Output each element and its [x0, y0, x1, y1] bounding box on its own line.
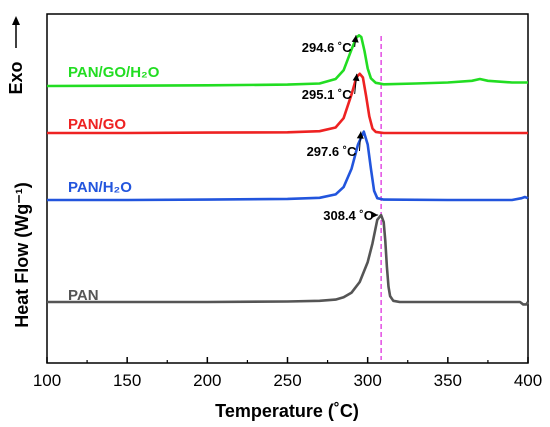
x-tick-label: 200 [193, 371, 221, 390]
series-label: PAN/GO/H₂O [68, 64, 160, 81]
x-tick-label: 300 [353, 371, 381, 390]
x-tick-label: 100 [33, 371, 61, 390]
series-line [47, 213, 530, 306]
x-tick-label: 400 [514, 371, 542, 390]
series-label: PAN/GO [68, 116, 126, 133]
peak-label: 294.6 ˚C [302, 40, 352, 55]
peak-label: 295.1 ˚C [302, 87, 352, 102]
x-tick-label: 350 [434, 371, 462, 390]
peak-arrowhead-icon [352, 73, 360, 82]
peak-arrowhead-icon [351, 35, 359, 43]
exo-label: Exo [6, 61, 26, 94]
peak-arrowhead-icon [356, 131, 364, 139]
x-axis-ticks: 100 150 200 250 300 350 400 [33, 357, 542, 390]
series-line [46, 34, 528, 88]
series-label: PAN/H₂O [68, 179, 132, 196]
y-axis-title: Heat Flow (Wg⁻¹) [12, 182, 32, 327]
series-line [47, 130, 529, 202]
peak-label: 297.6 ˚C [307, 144, 357, 159]
plot-area [46, 34, 530, 360]
peak-label: 308.4 ˚C [323, 208, 373, 223]
x-tick-label: 150 [113, 371, 141, 390]
series-label: PAN [68, 287, 99, 304]
exo-arrowhead-icon [12, 16, 20, 25]
x-tick-label: 250 [273, 371, 301, 390]
exo-indicator: Exo [6, 16, 26, 95]
peak-arrowhead-icon [371, 211, 379, 219]
x-axis-title: Temperature (˚C) [215, 401, 359, 421]
series-line [47, 72, 528, 135]
